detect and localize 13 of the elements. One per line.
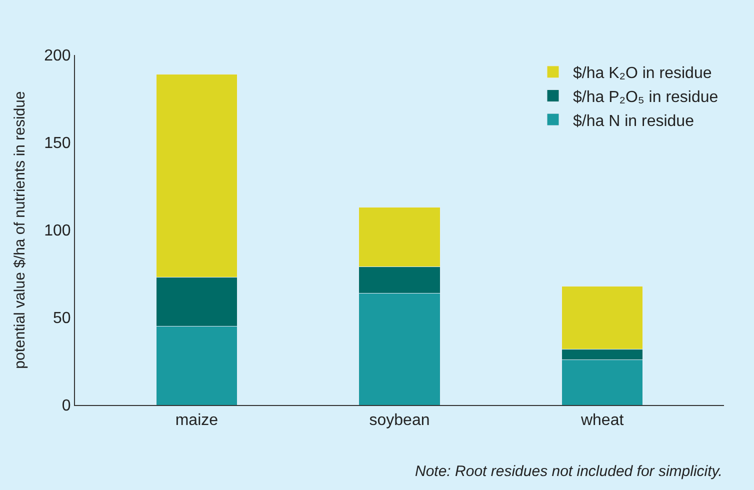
legend-label: $/ha K₂O in residue xyxy=(573,65,712,82)
y-axis-title: potential value $/ha of nutrients in residue xyxy=(11,91,28,369)
x-tick-label: maize xyxy=(175,412,218,430)
y-tick-label: 100 xyxy=(44,222,71,240)
x-tick-label: soybean xyxy=(369,412,430,430)
legend-label: $/ha N in residue xyxy=(573,112,694,130)
y-tick-label: 50 xyxy=(53,310,71,328)
y-tick-label: 0 xyxy=(62,398,71,415)
legend-label: $/ha P₂O₅ in residue xyxy=(573,88,718,106)
x-tick-label: wheat xyxy=(580,412,624,430)
y-tick-label: 200 xyxy=(44,48,71,65)
text: Note: Root residues not included for simplicity. xyxy=(415,463,722,480)
y-tick-label: 150 xyxy=(44,135,71,152)
